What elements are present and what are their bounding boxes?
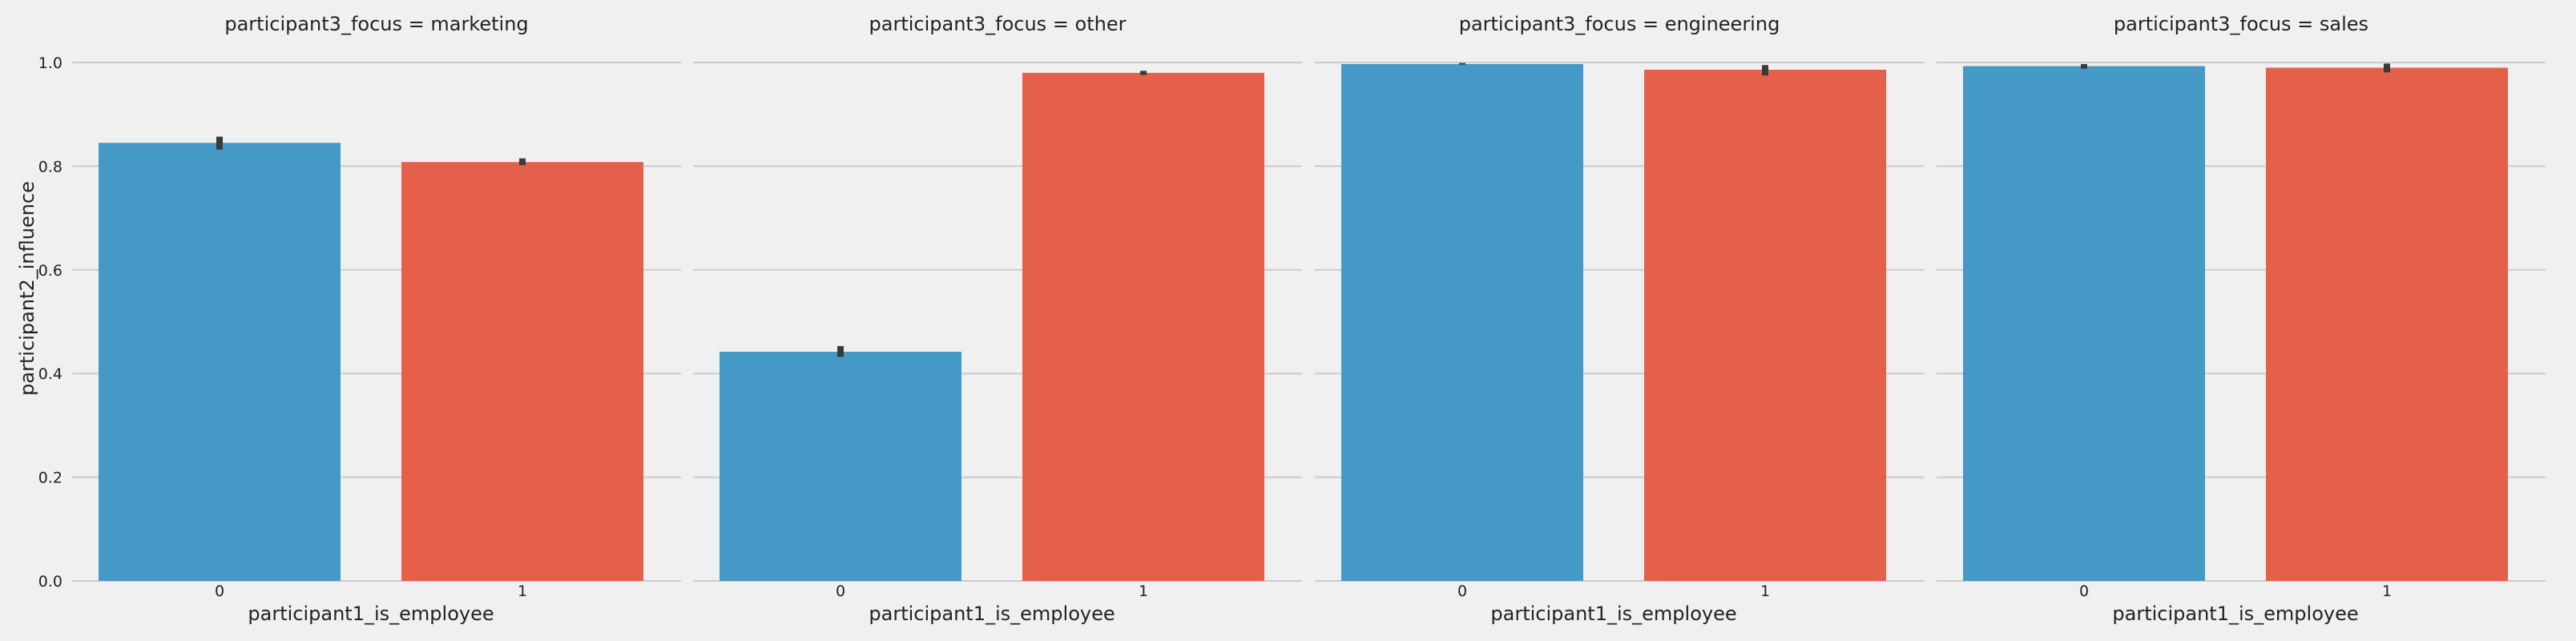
chart-panels: 0.0 0.2 0.4 0.6 0.8 1.0 participant3_focus = m… [38, 13, 2546, 625]
x-axis-label: participant1_is_employee [869, 603, 1115, 625]
panel-title: participant3_focus = marketing [224, 13, 528, 35]
x-axis-label: participant1_is_employee [2112, 603, 2358, 625]
y-axis-label: participant2_influence [16, 181, 38, 396]
bar [1022, 72, 1264, 581]
facet-panel: participant3_focus = other 0 1 participant1… [693, 13, 1302, 625]
panel-title: participant3_focus = other [869, 13, 1127, 35]
bar [1963, 66, 2205, 582]
x-axis-label: participant1_is_employee [248, 603, 494, 625]
bar [720, 352, 961, 581]
bar [1644, 70, 1886, 582]
x-tick-label: 1 [2382, 583, 2392, 600]
x-tick-label: 0 [215, 583, 224, 600]
bar [2266, 67, 2508, 582]
facet-panel: participant3_focus = engineering 0 1 partic… [1315, 13, 1924, 625]
x-tick-label: 1 [1139, 583, 1148, 600]
y-tick-label: 0.4 [38, 365, 62, 383]
bar [401, 162, 643, 581]
x-tick-label: 1 [518, 583, 527, 600]
x-tick-label: 0 [1457, 583, 1467, 600]
y-tick-label: 0.8 [38, 158, 62, 175]
x-tick-label: 1 [1760, 583, 1770, 600]
facet-panel: 0.0 0.2 0.4 0.6 0.8 1.0 participant3_focus = m… [38, 13, 681, 625]
y-tick-label: 0.6 [38, 262, 62, 280]
panel-title: participant3_focus = sales [2114, 13, 2368, 35]
y-tick-label: 0.0 [38, 573, 62, 591]
y-tick-label: 0.2 [38, 470, 62, 487]
panel-title: participant3_focus = engineering [1459, 13, 1780, 35]
y-tick-label: 1.0 [38, 54, 62, 72]
x-tick-label: 0 [836, 583, 845, 600]
bar [99, 143, 341, 581]
x-tick-label: 0 [2079, 583, 2089, 600]
facet-panel: participant3_focus = sales 0 1 participant1… [1937, 13, 2546, 625]
bar [1341, 63, 1583, 582]
x-axis-label: participant1_is_employee [1490, 603, 1736, 625]
